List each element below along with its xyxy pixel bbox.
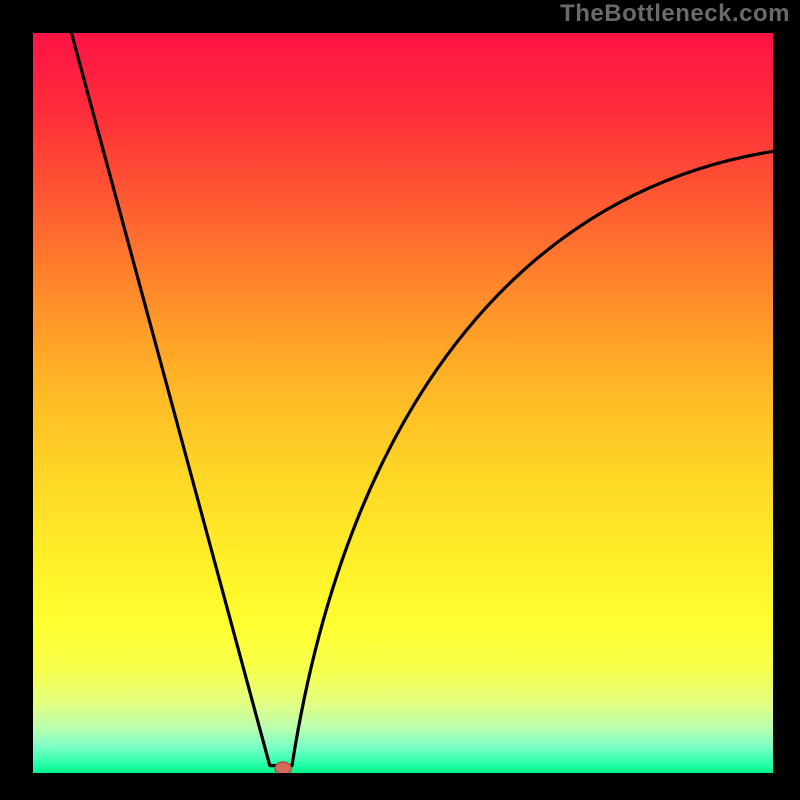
watermark-text: TheBottleneck.com xyxy=(560,0,790,28)
min-point-marker xyxy=(275,762,291,773)
gradient-background xyxy=(33,33,773,773)
chart-container: { "watermark": { "text": "TheBottleneck.… xyxy=(0,0,800,800)
chart-svg xyxy=(33,33,773,773)
plot-area xyxy=(33,33,773,773)
